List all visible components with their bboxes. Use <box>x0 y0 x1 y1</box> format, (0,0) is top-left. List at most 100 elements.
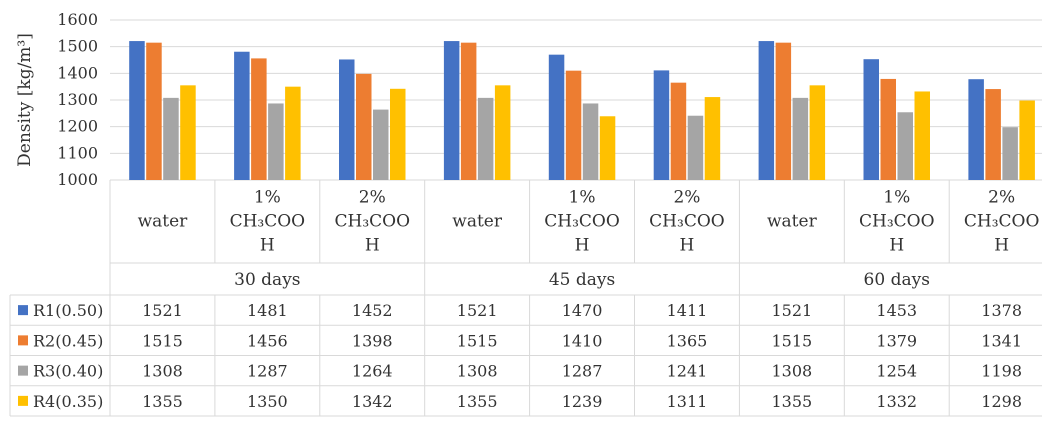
data-value: 1410 <box>562 331 603 350</box>
y-tick-label: 1200 <box>57 117 98 136</box>
bar-r1-0-50--1 <box>234 51 250 180</box>
legend-swatch <box>18 395 28 406</box>
category-label: CH₃COO <box>649 212 725 232</box>
bar-r1-0-50--7 <box>863 59 879 181</box>
data-value: 1198 <box>981 362 1022 381</box>
bar-r3-0-40--2 <box>373 109 389 180</box>
bar-r2-0-45--4 <box>565 70 582 180</box>
legend-swatch <box>18 335 28 346</box>
category-label: 1% <box>569 188 596 208</box>
legend-series-name: R2(0.45) <box>33 331 103 350</box>
bar-r4-0-35--6 <box>809 85 826 180</box>
data-value: 1398 <box>352 331 393 350</box>
data-value: 1308 <box>457 362 498 381</box>
group-label: 45 days <box>549 270 615 290</box>
data-value: 1241 <box>667 362 708 381</box>
bar-r1-0-50--5 <box>653 70 670 180</box>
bar-r4-0-35--8 <box>1019 100 1035 180</box>
data-value: 1515 <box>771 331 812 350</box>
category-label: H <box>994 236 1009 256</box>
data-value: 1287 <box>247 362 288 381</box>
bar-r2-0-45--7 <box>880 78 896 180</box>
data-value: 1311 <box>667 392 708 411</box>
bar-r3-0-40--8 <box>1002 127 1018 180</box>
data-value: 1481 <box>247 301 288 320</box>
data-value: 1378 <box>981 301 1022 320</box>
data-value: 1341 <box>981 331 1022 350</box>
category-label: H <box>575 236 590 256</box>
category-label: H <box>889 236 904 256</box>
y-axis-label: Density [kg/m³] <box>15 33 35 167</box>
bar-r3-0-40--1 <box>268 103 284 180</box>
legend-series-name: R1(0.50) <box>33 301 103 320</box>
legend-series-name: R4(0.35) <box>33 392 103 411</box>
y-tick-label: 1600 <box>57 10 98 29</box>
category-label: CH₃COO <box>544 212 620 232</box>
bar-r1-0-50--3 <box>443 41 460 180</box>
category-label: H <box>365 236 380 256</box>
bar-r2-0-45--6 <box>775 42 792 180</box>
data-table: water 1% CH₃COO H 2% CH₃COO H 30 days water 1% CH₃… <box>9 180 1042 417</box>
bar-r4-0-35--7 <box>914 91 930 180</box>
category-label: 1% <box>883 188 910 208</box>
category-label: CH₃COO <box>859 212 935 232</box>
bar-r2-0-45--1 <box>251 58 267 180</box>
y-axis-ticks: 1000 1100 1200 1300 1400 1500 1600 <box>57 10 98 189</box>
data-value: 1350 <box>247 392 288 411</box>
bar-r2-0-45--0 <box>146 42 162 180</box>
legend-swatch <box>18 305 28 316</box>
category-label: H <box>680 236 695 256</box>
bar-r3-0-40--7 <box>897 112 913 180</box>
bar-r4-0-35--0 <box>180 85 196 180</box>
bar-r2-0-45--3 <box>460 42 477 180</box>
data-value: 1515 <box>457 331 498 350</box>
y-tick-label: 1400 <box>57 63 98 82</box>
data-value: 1355 <box>142 392 183 411</box>
data-value: 1365 <box>667 331 708 350</box>
bar-r4-0-35--4 <box>599 116 616 180</box>
category-label: 2% <box>359 188 386 208</box>
bar-r1-0-50--4 <box>548 54 565 180</box>
data-value: 1332 <box>876 392 917 411</box>
data-value: 1521 <box>457 301 498 320</box>
data-value: 1453 <box>876 301 917 320</box>
group-label: 60 days <box>864 270 930 290</box>
grid-lines <box>110 19 1042 181</box>
data-value: 1239 <box>562 392 603 411</box>
data-value: 1308 <box>142 362 183 381</box>
data-value: 1515 <box>142 331 183 350</box>
bar-r4-0-35--5 <box>704 97 721 180</box>
category-label: 2% <box>988 188 1015 208</box>
bar-r3-0-40--3 <box>477 97 494 180</box>
y-tick-label: 1500 <box>57 37 98 56</box>
bar-r1-0-50--0 <box>129 41 145 180</box>
data-value: 1379 <box>876 331 917 350</box>
data-value: 1411 <box>667 301 708 320</box>
category-label: CH₃COO <box>230 212 306 232</box>
y-tick-label: 1300 <box>57 90 98 109</box>
category-label: CH₃COO <box>964 212 1040 232</box>
bar-r4-0-35--1 <box>285 86 301 180</box>
data-value: 1456 <box>247 331 288 350</box>
data-value: 1308 <box>771 362 812 381</box>
data-value: 1355 <box>457 392 498 411</box>
bar-r1-0-50--2 <box>339 59 355 180</box>
category-label: 2% <box>673 188 700 208</box>
bar-r3-0-40--6 <box>792 97 809 180</box>
y-tick-label: 1000 <box>57 170 98 189</box>
bar-r1-0-50--6 <box>758 41 775 180</box>
bar-r3-0-40--0 <box>163 97 179 180</box>
bar-r2-0-45--2 <box>356 73 372 180</box>
category-label: water <box>767 212 818 232</box>
data-value: 1254 <box>876 362 917 381</box>
category-label: H <box>260 236 275 256</box>
bar-r1-0-50--8 <box>968 79 984 180</box>
data-value: 1298 <box>981 392 1022 411</box>
data-value: 1521 <box>771 301 812 320</box>
category-label: water <box>138 212 189 232</box>
bar-r4-0-35--3 <box>494 85 511 180</box>
data-value: 1452 <box>352 301 393 320</box>
bar-r2-0-45--5 <box>670 82 687 180</box>
legend-swatch <box>18 365 28 376</box>
